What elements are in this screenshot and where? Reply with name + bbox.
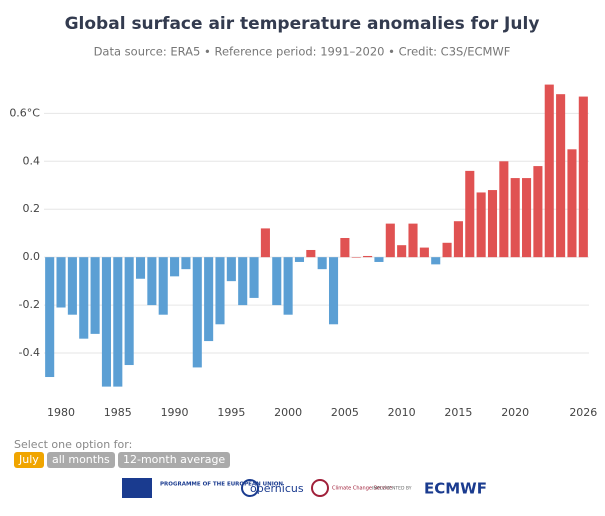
logo-icon [241,479,259,497]
bar [158,257,168,315]
bar [476,192,486,258]
bar [101,257,111,387]
x-tick-label: 1985 [104,406,132,419]
bar [272,257,282,306]
bar [249,257,259,298]
logo-text: ECMWF [424,480,487,498]
prompt: Select one option for: [14,438,133,451]
logos: PROGRAMME OF THE EUROPEAN UNION opernicu… [122,478,487,498]
bar [79,257,89,339]
bar [317,257,327,270]
bar [385,223,395,258]
x-tick-label: 2000 [274,406,302,419]
bar [544,84,554,258]
bar [340,237,350,258]
logo-text: PROGRAMME OF THE EUROPEAN UNION [160,482,283,488]
logo-text: Climate Change Service [332,486,392,492]
bar [135,257,146,279]
logo-text: IMPLEMENTED BY [372,486,412,492]
bar [510,178,520,258]
bar [533,166,543,258]
y-tick-label: 0.6°C [9,106,40,119]
y-tick-label: 0.0 [23,250,41,263]
eu-flag [122,478,152,498]
chart: Global surface air temperature anomalies… [9,14,597,419]
bar [90,257,100,334]
bar [363,255,373,258]
chart-subtitle: Data source: ERA5 • Reference period: 19… [94,45,511,59]
bar [306,249,316,258]
y-tick-label: 0.2 [23,202,41,215]
bar [578,96,588,258]
bar [567,149,577,258]
x-tick-label: 1995 [217,406,245,419]
bar [45,257,55,378]
y-tick-label: 0.4 [23,154,41,167]
logo-text: opernicus [250,482,304,495]
x-tick-label: 2005 [331,406,359,419]
x-tick-label: 2020 [501,406,529,419]
bar [442,242,452,258]
bar [204,257,214,342]
bar [192,257,202,368]
bar [522,178,532,258]
bar [487,190,498,258]
bar [260,228,270,258]
bar [431,257,441,265]
bar [124,257,134,366]
bar [283,257,293,315]
bar [556,94,566,258]
x-tick-label: 2015 [444,406,472,419]
bar [113,257,123,387]
bar [397,245,407,258]
option-button[interactable]: 12-month average [118,452,231,468]
bar [328,257,339,325]
x-tick-label: 1990 [161,406,189,419]
bar [226,257,236,282]
bar [351,257,361,258]
bar [465,170,475,258]
bar [238,257,248,306]
bar [215,257,225,325]
x-tick-label: 2010 [388,406,416,419]
option-button[interactable]: all months [47,452,115,468]
bar [147,257,157,306]
logo-icon [311,479,329,497]
y-tick-label: -0.2 [19,298,40,311]
bar [374,257,384,262]
x-tick-label: 2026 [569,406,597,419]
bar [170,257,180,277]
y-tick-label: -0.4 [19,346,40,359]
bar [453,221,463,258]
option-button[interactable]: July [14,452,44,468]
bar [419,247,429,258]
x-tick-label: 1980 [47,406,75,419]
bar [408,223,418,258]
bar [499,161,509,258]
bar [181,257,191,270]
chart-title: Global surface air temperature anomalies… [65,14,540,34]
bar [67,257,77,315]
bar [56,257,66,308]
bar [294,257,305,262]
